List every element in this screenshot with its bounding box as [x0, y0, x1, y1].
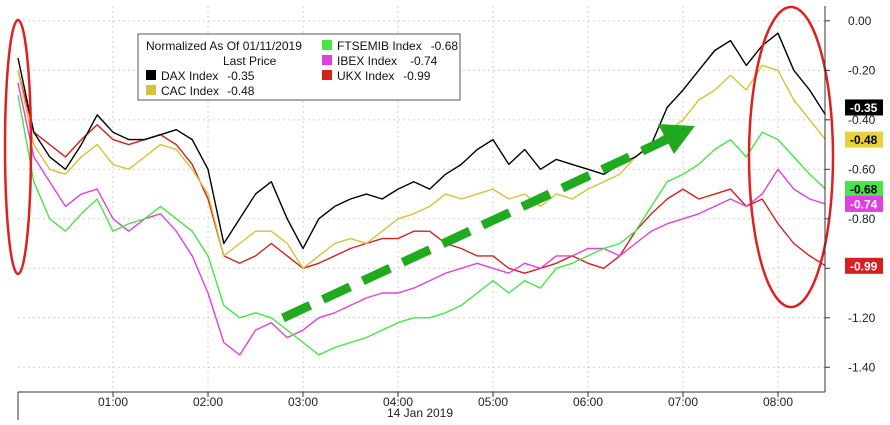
legend-header-line1: Normalized As Of 01/11/2019	[146, 39, 302, 53]
legend-swatch-ukx	[322, 70, 332, 80]
y-tick-label: -1.40	[848, 360, 876, 374]
last-price-tag-ftsemib	[845, 181, 883, 198]
highlight-ellipse-left	[3, 18, 33, 276]
x-tick-label: 07:00	[668, 395, 698, 409]
x-tick-label: 08:00	[763, 395, 793, 409]
x-tick-label: 05:00	[478, 395, 508, 409]
last-price-tag-ibex	[845, 195, 883, 212]
legend-value-dax: -0.35	[227, 69, 255, 83]
x-tick-label: 02:00	[193, 395, 223, 409]
x-tick-label: 03:00	[288, 395, 318, 409]
last-price-tags: -0.35 -0.48 -0.68-0.74 -0.99	[845, 99, 883, 274]
legend-value-ibex: -0.74	[410, 54, 438, 68]
legend-swatch-dax	[146, 70, 156, 80]
trend-arrow-annotation	[281, 124, 695, 323]
legend-label-dax: DAX Index	[161, 69, 218, 83]
legend-entries: DAX Index -0.35 CAC Index -0.48 FTSEMIB Inde…	[146, 39, 458, 98]
y-tick-label: -0.80	[848, 212, 876, 226]
series-lines	[17, 32, 827, 356]
y-tick-label: -1.20	[848, 311, 876, 325]
trend-arrow-shaft	[281, 133, 672, 323]
series-line-dax	[17, 32, 827, 250]
last-price-tag-ukx	[845, 257, 883, 274]
legend-swatch-cac	[146, 85, 156, 95]
legend-value-cac: -0.48	[227, 84, 255, 98]
x-axis-date-label: 14 Jan 2019	[387, 406, 453, 420]
trend-arrow-head	[658, 124, 695, 154]
x-tick-label: 04:00	[383, 395, 413, 409]
y-tick-label: -0.20	[848, 63, 876, 77]
y-tick-label: -0.60	[848, 162, 876, 176]
last-price-tag-label-ukx: -0.99	[850, 259, 878, 273]
last-price-tag-dax	[845, 99, 883, 116]
x-tick-label: 01:00	[98, 395, 128, 409]
legend-header-line2: Last Price	[223, 54, 277, 68]
legend-label-cac: CAC Index	[161, 84, 219, 98]
legend-label-ukx: UKX Index	[337, 69, 394, 83]
legend: Normalized As Of 01/11/2019 Last Price D…	[137, 33, 461, 101]
legend-swatch-ftsemib	[322, 40, 332, 50]
last-price-tag-label-cac: -0.48	[850, 133, 878, 147]
series-line-ibex	[17, 82, 826, 356]
legend-label-ibex: IBEX Index	[337, 54, 397, 68]
series-line-ftsemib	[17, 94, 826, 356]
series-line-cac	[17, 64, 827, 269]
last-price-tag-label-ftsemib: -0.68	[850, 183, 878, 197]
last-price-tag-cac	[845, 131, 883, 148]
legend-swatch-ibex	[322, 55, 332, 65]
grid	[18, 6, 825, 392]
x-tick-label: 06:00	[573, 395, 603, 409]
legend-box	[137, 33, 461, 101]
legend-label-ftsemib: FTSEMIB Index	[337, 39, 422, 53]
highlight-ellipse-right	[747, 5, 835, 309]
legend-value-ukx: -0.99	[403, 69, 431, 83]
last-price-tag-label-ibex: -0.74	[850, 197, 878, 211]
legend-value-ftsemib: -0.68	[431, 39, 459, 53]
y-tick-label: -0.40	[848, 113, 876, 127]
y-tick-label: 0.00	[848, 14, 872, 28]
last-price-tag-label-dax: -0.35	[850, 101, 878, 115]
x-axis: 01:00 02:00 03:00 04:00 05:00 06:00 07:00 08:00	[17, 391, 825, 420]
